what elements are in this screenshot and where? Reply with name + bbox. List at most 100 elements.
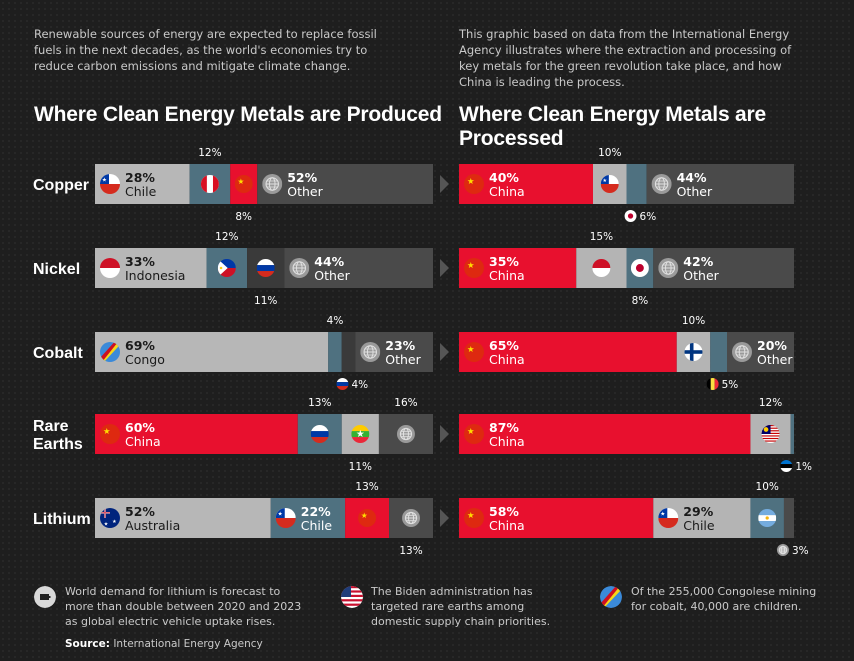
bar-row-copper: ★ 40%China ★ 10% 6% 44%Other bbox=[459, 147, 794, 223]
segment-value-label: 13% bbox=[308, 397, 331, 409]
chile-flag-icon: ★ bbox=[658, 508, 679, 528]
bar-segment bbox=[783, 498, 794, 538]
russia-flag-icon bbox=[256, 259, 275, 277]
panel-arrow-icon bbox=[440, 343, 449, 361]
svg-text:★: ★ bbox=[104, 522, 109, 528]
footnote-rare-earths: The Biden administration has targeted ra… bbox=[371, 584, 550, 629]
metal-label: Copper bbox=[33, 177, 89, 194]
segment-value-label: 12% bbox=[198, 147, 221, 159]
bar-segment bbox=[459, 498, 654, 538]
segment-country-label: Congo bbox=[125, 352, 165, 367]
intro-left-line: fuels in the next decades, as the world'… bbox=[34, 43, 368, 57]
globe-icon bbox=[402, 509, 421, 527]
segment-value-label: 5% bbox=[722, 379, 739, 391]
svg-text:★: ★ bbox=[660, 511, 665, 518]
bar-segment bbox=[710, 332, 727, 372]
metal-label: Nickel bbox=[33, 261, 80, 278]
segment-value-label: 11% bbox=[349, 461, 372, 473]
segment-value-label: 44% bbox=[677, 170, 707, 185]
bar-row-nickel: ★ 35%China 15% 8% 42%Other bbox=[459, 231, 794, 307]
segment-value-label: 35% bbox=[489, 254, 519, 269]
bar-segment bbox=[626, 164, 647, 204]
segment-value-label: 8% bbox=[632, 295, 649, 307]
segment-country-label: Indonesia bbox=[125, 268, 185, 283]
chile-flag-icon: ★ bbox=[275, 508, 296, 528]
metal-label: Cobalt bbox=[33, 345, 83, 362]
segment-country-label: China bbox=[489, 434, 525, 449]
bar-texture bbox=[95, 498, 271, 538]
svg-text:★: ★ bbox=[112, 519, 117, 525]
globe-icon bbox=[651, 174, 672, 194]
australia-flag-icon: ★★ bbox=[100, 508, 120, 528]
footnote-line: more than double between 2020 and 2023 bbox=[65, 600, 302, 613]
lithium-battery-icon bbox=[34, 586, 56, 608]
bar-row-lithium: ★★52%Australia★ 22%Chile★13%13% bbox=[95, 481, 433, 557]
china-flag-icon: ★ bbox=[464, 508, 484, 528]
globe-icon bbox=[262, 174, 283, 194]
bar-row-rare-earths: ★ 87%China 12% 1% bbox=[459, 397, 812, 473]
bar-segment bbox=[341, 332, 356, 372]
segment-country-label: Other bbox=[683, 268, 719, 283]
intro-right: This graphic based on data from the Inte… bbox=[459, 26, 809, 90]
segment-value-label: 4% bbox=[327, 315, 344, 327]
intro-right-line: key metals for the green revolution take… bbox=[459, 59, 782, 73]
finland-flag-icon bbox=[684, 343, 703, 361]
indonesia-flag-icon bbox=[100, 258, 120, 278]
globe-icon bbox=[396, 425, 415, 443]
segment-value-label: 11% bbox=[254, 295, 277, 307]
intro-left-line: Renewable sources of energy are expected… bbox=[34, 27, 377, 41]
philippines-flag-icon bbox=[217, 259, 236, 277]
bar-segment bbox=[95, 414, 298, 454]
svg-text:★: ★ bbox=[467, 176, 475, 186]
segment-value-label: 13% bbox=[399, 545, 422, 557]
segment-value-label: 28% bbox=[125, 170, 155, 185]
footnote-line: targeted rare earths among bbox=[371, 600, 525, 613]
intro-right-line: Agency illustrates where the extraction … bbox=[459, 43, 792, 57]
segment-value-label: 29% bbox=[683, 504, 713, 519]
segment-value-label: 23% bbox=[385, 338, 415, 353]
source-label: Source: bbox=[65, 638, 110, 650]
segment-value-label: 33% bbox=[125, 254, 155, 269]
china-flag-icon: ★ bbox=[234, 175, 253, 193]
bar-segment bbox=[459, 332, 677, 372]
metal-label: Rare bbox=[33, 418, 69, 435]
intro-left: Renewable sources of energy are expected… bbox=[34, 26, 384, 74]
svg-text:★: ★ bbox=[467, 344, 475, 354]
japan-flag-icon bbox=[624, 210, 637, 222]
bar-segment bbox=[790, 414, 794, 454]
malaysia-flag-icon bbox=[761, 425, 780, 443]
segment-value-label: 4% bbox=[352, 379, 369, 391]
footnote-lithium: World demand for lithium is forecast to … bbox=[65, 584, 301, 629]
metal-label: Lithium bbox=[33, 511, 91, 528]
segment-value-label: 1% bbox=[795, 461, 812, 473]
china-flag-icon: ★ bbox=[358, 509, 377, 527]
svg-text:★: ★ bbox=[102, 177, 107, 184]
segment-value-label: 52% bbox=[125, 504, 155, 519]
bar-row-lithium: ★ 58%China ★ 29%Chile 10% 3% bbox=[459, 481, 809, 557]
segment-country-label: Other bbox=[287, 184, 323, 199]
segment-country-label: Other bbox=[757, 352, 793, 367]
svg-text:★: ★ bbox=[467, 510, 475, 520]
segment-country-label: China bbox=[489, 518, 525, 533]
segment-country-label: China bbox=[489, 352, 525, 367]
congo-flag-icon bbox=[600, 586, 622, 608]
usa-flag-icon bbox=[341, 586, 363, 608]
segment-value-label: 52% bbox=[287, 170, 317, 185]
bar-row-nickel: 33%Indonesia 12% 11% 44%Other bbox=[95, 231, 433, 307]
segment-value-label: 58% bbox=[489, 504, 519, 519]
chile-flag-icon: ★ bbox=[600, 175, 619, 193]
source-text: International Energy Agency bbox=[109, 638, 263, 650]
segment-value-label: 3% bbox=[792, 545, 809, 557]
footnote-line: The Biden administration has bbox=[371, 585, 533, 598]
congo-flag-icon bbox=[100, 342, 120, 362]
bar-row-rare-earths: ★ 60%China 13% ★ 11% 16% bbox=[95, 397, 433, 473]
bar-texture bbox=[95, 332, 329, 372]
segment-country-label: Other bbox=[314, 268, 350, 283]
segment-country-label: Chile bbox=[683, 518, 715, 533]
belgium-flag-icon bbox=[706, 378, 719, 390]
peru-flag-icon bbox=[200, 175, 219, 193]
segment-value-label: 65% bbox=[489, 338, 519, 353]
metal-label: Earths bbox=[33, 436, 83, 453]
panel-arrow-icon bbox=[440, 259, 449, 277]
